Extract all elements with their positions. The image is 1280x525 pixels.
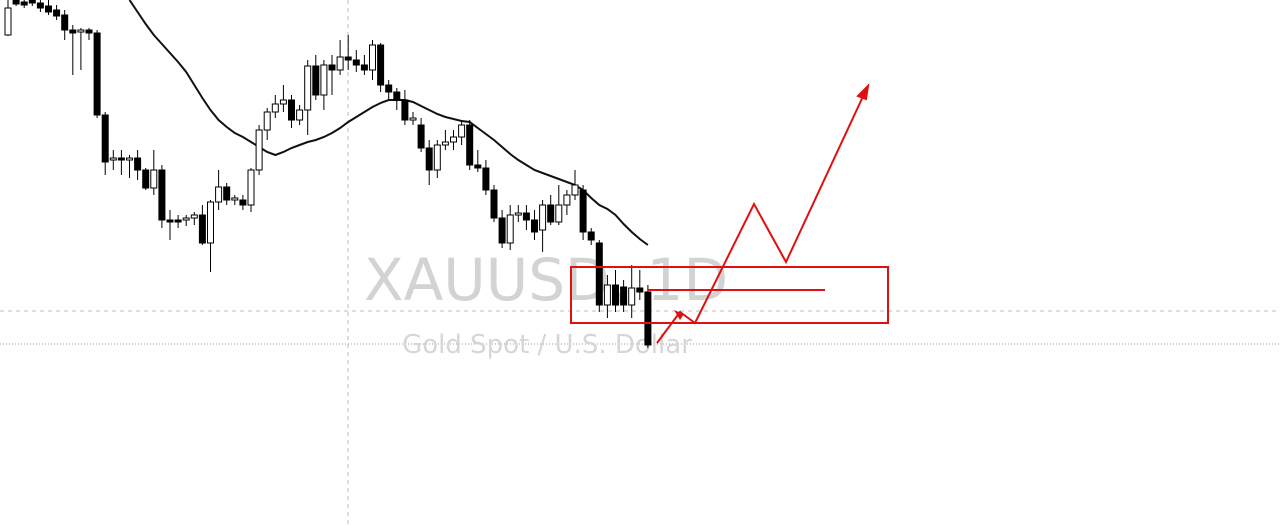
candle-body-up <box>458 124 466 138</box>
plot <box>4 0 652 348</box>
candle-body-down <box>636 287 644 293</box>
candle-body-up <box>433 144 441 171</box>
candle-body-down <box>352 59 360 66</box>
candle-body-up <box>628 287 636 306</box>
candle-body-up <box>571 184 579 196</box>
candle-body-down <box>223 186 231 201</box>
candle-body-down <box>12 0 20 5</box>
candle-body-down <box>385 84 393 93</box>
candle-body-down <box>312 65 320 96</box>
candle-body-up <box>320 64 328 96</box>
candle-body-down <box>490 189 498 219</box>
candle-body-down <box>117 157 125 161</box>
candle-body-down <box>166 219 174 223</box>
projection-arrow <box>656 89 867 344</box>
candle-body-down <box>61 14 69 31</box>
candle-body-up <box>563 194 571 206</box>
candle-body-down <box>466 124 474 166</box>
candle-body-up <box>182 217 190 221</box>
candle-body-down <box>377 44 385 86</box>
candle-body-down <box>174 219 182 223</box>
candle-body-up <box>263 111 271 131</box>
candle-body-down <box>547 204 555 223</box>
candle-body-down <box>531 219 538 233</box>
candle-body-up <box>603 284 611 306</box>
candle-body-down <box>579 189 587 233</box>
candle-body-up <box>296 109 304 121</box>
candle-body-down <box>158 169 166 221</box>
candle-body-down <box>198 214 206 244</box>
candle-body-up <box>109 157 117 161</box>
candle-body-down <box>401 99 409 121</box>
drawings <box>570 83 889 344</box>
zone-rectangle <box>570 266 889 324</box>
candle-body-down <box>393 91 401 101</box>
candle-body-up <box>279 99 287 105</box>
candle-body-down <box>28 0 36 4</box>
candle-body-down <box>69 29 77 34</box>
candle-body-down <box>239 199 247 206</box>
candle-body-down <box>482 167 490 191</box>
candle-body-up <box>150 169 158 189</box>
candle-body-down <box>644 291 652 346</box>
candle-body-down <box>93 32 101 116</box>
candle-body-up <box>271 103 279 113</box>
candle-body-down <box>134 157 142 171</box>
candle-body-down <box>595 242 603 306</box>
watermark-symbol: XAUUSD, 1D <box>364 246 728 314</box>
candle-body-down <box>417 124 425 149</box>
candle-body-up <box>409 117 417 121</box>
candle-body-down <box>612 284 619 306</box>
candle-body-up <box>247 169 255 206</box>
candle-body-down <box>522 212 530 221</box>
candle-body-down <box>45 5 52 13</box>
candle-body-down <box>288 99 295 121</box>
candle-body-up <box>369 44 376 71</box>
candle-body-up <box>4 7 12 36</box>
candle-body-down <box>425 147 433 171</box>
candle-body-up <box>336 56 344 71</box>
candle-body-up <box>255 129 263 171</box>
arrow-head <box>856 83 870 101</box>
candle-body-down <box>53 9 61 17</box>
candle-body-down <box>85 29 93 34</box>
candle-body-up <box>231 197 239 201</box>
arrow-head-small <box>674 310 684 320</box>
candle-body-down <box>620 286 628 306</box>
candle-body-down <box>101 114 109 163</box>
watermark-description: Gold Spot / U.S. Dollar <box>402 330 692 360</box>
candle-body-up <box>441 141 449 146</box>
candle-body-up <box>215 186 223 203</box>
candle-body-up <box>190 214 198 219</box>
candle-body-down <box>587 231 595 241</box>
candle-body-down <box>328 64 336 71</box>
candle-body-down <box>36 2 44 9</box>
candle-body-down <box>142 169 150 189</box>
candle-body-down <box>20 1 28 6</box>
candle-body-up <box>450 136 457 143</box>
candle-body-up <box>539 204 547 231</box>
candle-body-down <box>344 56 352 61</box>
candle-body-up <box>555 204 563 223</box>
candle-body-up <box>304 65 312 111</box>
candle-body-up <box>207 201 214 244</box>
candle-body-up <box>514 212 522 216</box>
candle-body-down <box>474 164 482 169</box>
candle-body-up <box>77 29 85 33</box>
candle-body-up <box>506 214 514 244</box>
candle-body-down <box>360 64 368 71</box>
candle-body-up <box>126 157 133 161</box>
candle-body-down <box>498 217 506 244</box>
